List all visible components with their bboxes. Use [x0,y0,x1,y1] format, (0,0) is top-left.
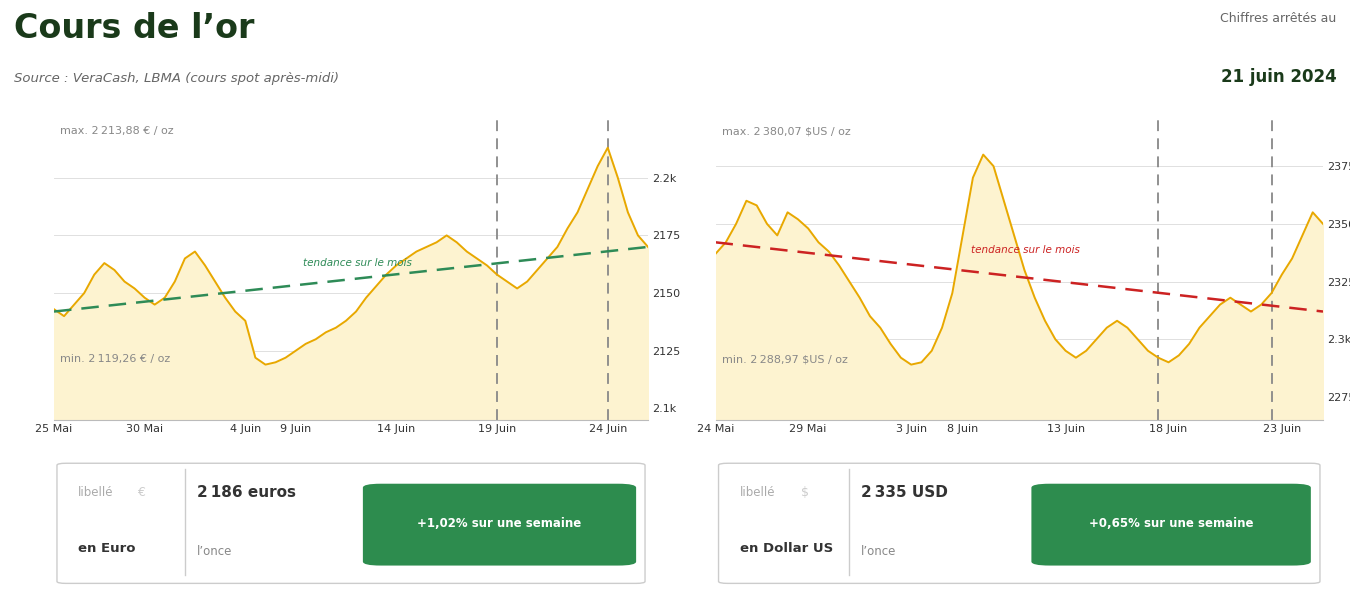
Text: Source : VeraCash, LBMA (cours spot après-midi): Source : VeraCash, LBMA (cours spot aprè… [14,71,339,85]
Text: +0,65% sur une semaine: +0,65% sur une semaine [1089,517,1253,530]
Text: 21 juin 2024: 21 juin 2024 [1220,68,1336,86]
Text: max. 2 213,88 € / oz: max. 2 213,88 € / oz [59,126,174,136]
Text: max. 2 380,07 $US / oz: max. 2 380,07 $US / oz [721,126,850,136]
Text: libellé: libellé [78,487,113,499]
Text: l’once: l’once [861,545,896,557]
Text: min. 2 288,97 $US / oz: min. 2 288,97 $US / oz [721,354,848,364]
Text: Chiffres arrêtés au: Chiffres arrêtés au [1220,12,1336,25]
Text: tendance sur le mois: tendance sur le mois [971,245,1080,255]
Text: tendance sur le mois: tendance sur le mois [304,258,412,268]
Text: €: € [138,487,144,499]
FancyBboxPatch shape [57,463,645,583]
Text: 2 186 euros: 2 186 euros [197,485,296,500]
FancyBboxPatch shape [1031,484,1311,566]
Text: 2 335 USD: 2 335 USD [861,485,948,500]
Text: libellé: libellé [740,487,775,499]
FancyBboxPatch shape [718,463,1320,583]
Text: l’once: l’once [197,545,232,557]
Text: min. 2 119,26 € / oz: min. 2 119,26 € / oz [59,354,170,364]
Text: +1,02% sur une semaine: +1,02% sur une semaine [417,517,582,530]
FancyBboxPatch shape [363,484,636,566]
Text: $: $ [801,487,809,499]
Text: en Euro: en Euro [78,542,135,555]
Text: Cours de l’or: Cours de l’or [14,12,254,45]
Text: en Dollar US: en Dollar US [740,542,833,555]
